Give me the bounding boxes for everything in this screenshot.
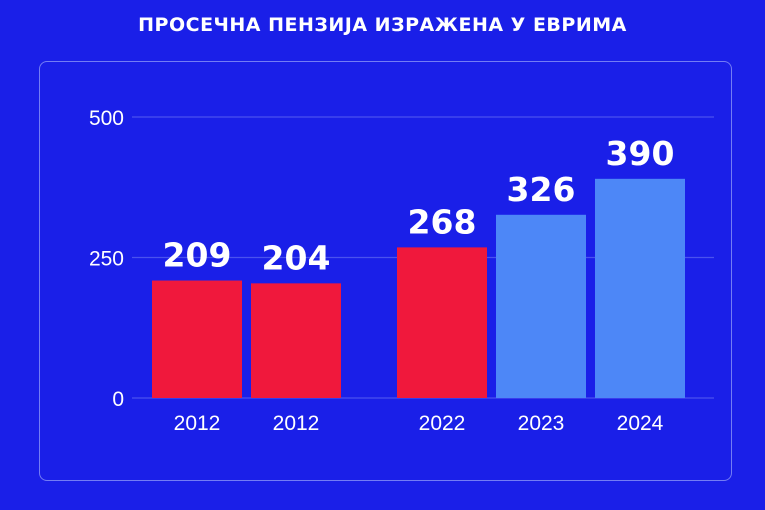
y-tick-label: 500 bbox=[89, 107, 124, 130]
bar-2012-1 bbox=[251, 283, 341, 398]
x-tick-label: 2022 bbox=[419, 412, 466, 435]
data-label: 326 bbox=[507, 170, 576, 209]
x-tick-label: 2012 bbox=[174, 412, 221, 435]
chart-panel bbox=[39, 61, 732, 481]
bar-2012-0 bbox=[152, 280, 242, 398]
x-tick-label: 2024 bbox=[617, 412, 664, 435]
x-tick-label: 2023 bbox=[518, 412, 565, 435]
chart-title: ПРОСЕЧНА ПЕНЗИЈА ИЗРАЖЕНА У ЕВРИМА bbox=[138, 14, 627, 36]
data-label: 204 bbox=[262, 238, 331, 277]
bars bbox=[152, 178, 685, 398]
y-axis-tick-labels: 0 250 500 bbox=[89, 107, 124, 411]
x-axis-tick-labels: 2012 2012 2022 2023 2024 bbox=[174, 412, 664, 435]
data-label: 268 bbox=[408, 202, 477, 241]
data-label: 209 bbox=[163, 236, 232, 275]
data-labels: 209 204 268 326 390 bbox=[163, 134, 675, 278]
y-tick-label: 250 bbox=[89, 248, 124, 271]
bar-2024-4 bbox=[595, 178, 685, 398]
y-tick-label: 0 bbox=[112, 388, 124, 411]
x-tick-label: 2012 bbox=[273, 412, 320, 435]
bar-2022-2 bbox=[397, 247, 487, 398]
bar-2023-3 bbox=[496, 214, 586, 398]
data-label: 390 bbox=[606, 134, 675, 173]
